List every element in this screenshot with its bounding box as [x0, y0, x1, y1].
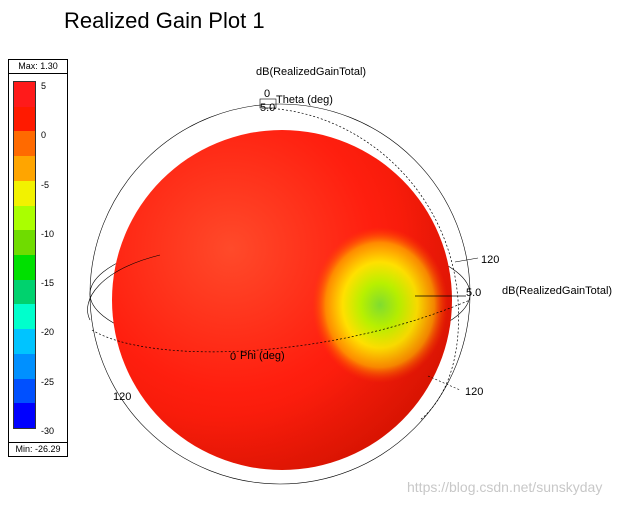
- legend-tick-label: -25: [41, 376, 55, 387]
- legend-color-segment: [14, 255, 35, 280]
- legend-color-segment: [14, 279, 35, 305]
- theta-meridian: [261, 107, 459, 421]
- equator-left: [87, 254, 161, 321]
- legend-color-bar: [13, 81, 36, 429]
- legend-tick-label: -20: [41, 327, 55, 338]
- legend-min-label: Min: -26.29: [9, 442, 67, 456]
- legend-color-segment: [14, 353, 35, 379]
- legend-tick-label: -10: [41, 228, 55, 239]
- radial-tick: 5.0: [466, 287, 481, 299]
- legend-color-segment: [14, 230, 35, 256]
- legend-color-segment: [14, 304, 35, 330]
- tick-120-lower: 120: [465, 386, 483, 398]
- tick-120-upper-line: [454, 257, 479, 263]
- legend-color-segment: [14, 180, 35, 206]
- legend-tick-label: 5: [41, 81, 47, 91]
- theta-tick-inner: 5.0: [260, 102, 275, 114]
- legend-tick-label: -30: [41, 426, 55, 436]
- legend-color-segment: [14, 378, 35, 404]
- legend-max-label: Max: 1.30: [9, 60, 67, 74]
- plot-title: Realized Gain Plot 1: [64, 8, 265, 33]
- legend-tick-label: -5: [41, 179, 50, 190]
- equator-front: [91, 299, 471, 353]
- phi-axis-label: Phi (deg): [240, 350, 285, 362]
- legend-tick-label: 0: [41, 130, 47, 141]
- phi-zero-label: 0: [230, 351, 236, 363]
- legend-color-segment: [14, 106, 35, 132]
- legend-tick-label: -15: [41, 278, 55, 289]
- legend-color-segment: [14, 329, 35, 354]
- legend-color-segment: [14, 82, 35, 107]
- tick-120-left: 120: [113, 391, 131, 403]
- theta-zero-label: 0: [264, 88, 270, 100]
- tick-120-upper: 120: [481, 254, 499, 266]
- sphere-shade: [112, 130, 452, 470]
- watermark: https://blog.csdn.net/sunskyday: [407, 479, 603, 495]
- tick-120-lower-line: [427, 375, 461, 391]
- legend-color-segment: [14, 131, 35, 157]
- legend-color-segment: [14, 403, 35, 429]
- theta-axis-label: Theta (deg): [276, 94, 333, 106]
- quantity-label-side: dB(RealizedGainTotal): [502, 285, 612, 297]
- theta-zero-tick: [259, 98, 277, 109]
- legend-color-segment: [14, 156, 35, 181]
- quantity-label-top: dB(RealizedGainTotal): [256, 66, 366, 78]
- legend-color-segment: [14, 205, 35, 231]
- color-legend: Max: 1.30 5 0 -5 -10 -15 -20 -25 -30 Min: -26.2…: [8, 59, 68, 457]
